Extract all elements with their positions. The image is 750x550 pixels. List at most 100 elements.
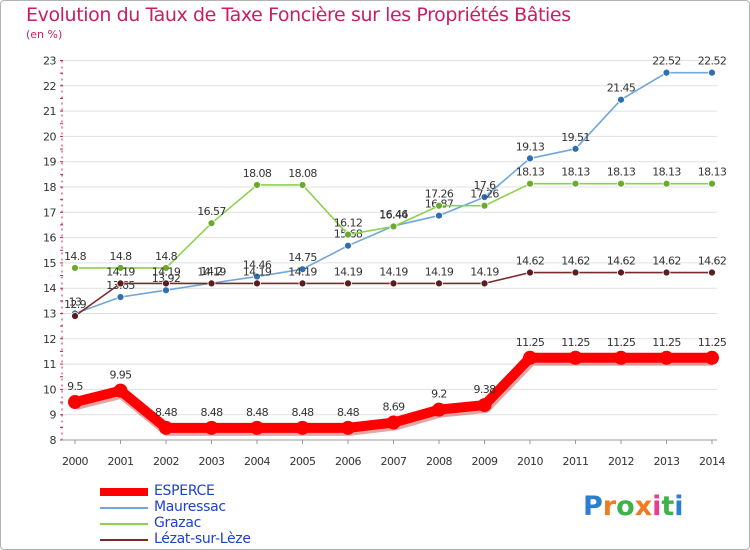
data-point-grazac-2006 xyxy=(344,230,352,239)
series-grazac: 14.8 14.8 14.8 16.57 18.08 18.08 16.12 16.44 17.… xyxy=(64,166,727,272)
data-point-lezat-2005 xyxy=(298,279,307,288)
data-label-grazac-2004: 18.08 xyxy=(243,167,272,180)
data-label-lezat-2010: 14.62 xyxy=(516,255,545,268)
x-tick-label-2001: 2001 xyxy=(108,455,134,468)
y-tick-label-14: 14 xyxy=(43,282,56,295)
data-point-esperce-2014 xyxy=(705,350,719,365)
data-label-grazac-2008: 17.26 xyxy=(425,188,454,201)
data-label-esperce-2011: 11.25 xyxy=(561,336,590,349)
x-tick-label-2005: 2005 xyxy=(290,455,316,468)
data-label-esperce-2003: 8.48 xyxy=(200,406,223,419)
data-point-esperce-2009 xyxy=(477,398,492,413)
data-point-lezat-2008 xyxy=(435,279,443,288)
data-label-mauressac-2014: 22.52 xyxy=(698,55,727,68)
y-tick-label-9: 9 xyxy=(50,409,57,422)
data-label-mauressac-2011: 19.51 xyxy=(561,131,590,144)
data-label-esperce-2001: 9.95 xyxy=(109,369,132,382)
x-tick-label-2011: 2011 xyxy=(563,455,589,468)
data-label-esperce-2007: 8.69 xyxy=(382,401,405,414)
legend-swatch-mauressac xyxy=(100,507,148,509)
data-point-mauressac-2010 xyxy=(526,154,534,163)
data-label-mauressac-2005: 14.75 xyxy=(288,251,317,264)
logo-letter: P xyxy=(583,491,603,522)
x-tick-label-2010: 2010 xyxy=(517,455,543,468)
y-tick-label-23: 23 xyxy=(43,55,56,68)
data-label-lezat-2002: 14.19 xyxy=(152,265,181,278)
data-point-lezat-2002 xyxy=(162,279,170,288)
data-point-lezat-2010 xyxy=(526,268,534,277)
data-point-lezat-2012 xyxy=(617,268,625,277)
data-label-lezat-2014: 14.62 xyxy=(698,255,727,268)
data-point-grazac-2000 xyxy=(71,264,79,272)
data-label-esperce-2005: 8.48 xyxy=(291,406,314,419)
data-label-grazac-2007: 16.44 xyxy=(379,208,408,221)
data-point-grazac-2012 xyxy=(617,179,625,188)
legend-swatch-lezat xyxy=(100,539,148,541)
data-label-mauressac-2003: 14.2 xyxy=(200,265,222,278)
data-point-mauressac-2012 xyxy=(617,95,625,104)
data-label-mauressac-2000: 13 xyxy=(69,296,82,309)
data-point-mauressac-2006 xyxy=(344,241,352,250)
data-label-lezat-2012: 14.62 xyxy=(607,255,636,268)
x-tick-label-2012: 2012 xyxy=(608,455,634,468)
logo-letter: o xyxy=(616,491,635,522)
data-label-grazac-2013: 18.13 xyxy=(652,166,681,179)
data-label-mauressac-2002: 13.92 xyxy=(152,272,181,285)
logo-letter: i xyxy=(652,491,662,522)
data-point-lezat-2006 xyxy=(344,279,352,288)
x-tick-label-2007: 2007 xyxy=(381,455,407,468)
y-tick-label-22: 22 xyxy=(43,80,56,93)
legend-item-grazac: Grazac xyxy=(100,515,330,532)
y-tick-label-16: 16 xyxy=(43,232,56,245)
data-point-esperce-2013 xyxy=(659,350,674,365)
data-label-grazac-2002: 14.8 xyxy=(155,250,178,263)
data-label-grazac-2000: 14.8 xyxy=(64,250,87,263)
data-point-grazac-2010 xyxy=(526,179,534,188)
proxiti-logo: Proxiti xyxy=(583,491,684,522)
data-label-lezat-2008: 14.19 xyxy=(425,265,454,278)
data-point-grazac-2014 xyxy=(708,179,716,188)
y-tick-label-17: 17 xyxy=(43,206,56,219)
data-point-mauressac-2001 xyxy=(116,293,125,301)
data-point-grazac-2005 xyxy=(298,181,307,189)
x-tick-label-2002: 2002 xyxy=(153,455,179,468)
y-tick-label-21: 21 xyxy=(43,105,56,118)
x-tick-label-2006: 2006 xyxy=(335,455,361,468)
data-label-grazac-2003: 16.57 xyxy=(197,205,226,218)
legend-item-esperce: ESPERCE xyxy=(100,483,330,500)
data-label-lezat-2005: 14.19 xyxy=(288,265,317,278)
data-point-mauressac-2005 xyxy=(298,265,307,274)
logo-letter: i xyxy=(674,491,684,522)
data-point-grazac-2008 xyxy=(435,201,443,210)
data-label-grazac-2010: 18.13 xyxy=(516,166,545,179)
logo-letter: r xyxy=(602,491,617,522)
y-tick-label-11: 11 xyxy=(43,358,56,371)
legend-item-mauressac: Mauressac xyxy=(100,499,330,516)
data-point-mauressac-2002 xyxy=(162,286,170,295)
chart-unit-label: (en %) xyxy=(26,28,63,41)
data-point-lezat-2004 xyxy=(253,279,261,288)
data-point-esperce-2002 xyxy=(159,420,173,435)
x-tick-label-2000: 2000 xyxy=(62,455,88,468)
data-label-mauressac-2010: 19.13 xyxy=(516,140,545,153)
y-tick-label-19: 19 xyxy=(43,156,56,169)
data-label-grazac-2005: 18.08 xyxy=(288,167,317,180)
x-tick-label-2009: 2009 xyxy=(472,455,498,468)
x-tick-label-2003: 2003 xyxy=(199,455,225,468)
data-label-mauressac-2007: 16.46 xyxy=(379,208,408,221)
data-point-grazac-2004 xyxy=(253,181,261,189)
x-tick-label-2014: 2014 xyxy=(699,455,725,468)
data-label-grazac-2009: 17.26 xyxy=(470,188,499,201)
data-label-lezat-2001: 14.19 xyxy=(106,265,135,278)
y-tick-label-13: 13 xyxy=(43,308,56,321)
data-label-mauressac-2012: 21.45 xyxy=(607,82,636,95)
data-label-lezat-2011: 14.62 xyxy=(561,255,590,268)
data-label-lezat-2000: 12.9 xyxy=(64,298,87,311)
series-lezat: 12.914.19 14.19 14.19 14.19 14.19 14.19 14.19 1… xyxy=(64,255,727,320)
data-label-lezat-2007: 14.19 xyxy=(379,265,408,278)
y-tick-label-15: 15 xyxy=(43,257,56,270)
data-label-esperce-2012: 11.25 xyxy=(607,336,636,349)
data-point-esperce-2004 xyxy=(250,420,264,435)
data-point-mauressac-2014 xyxy=(708,68,716,77)
